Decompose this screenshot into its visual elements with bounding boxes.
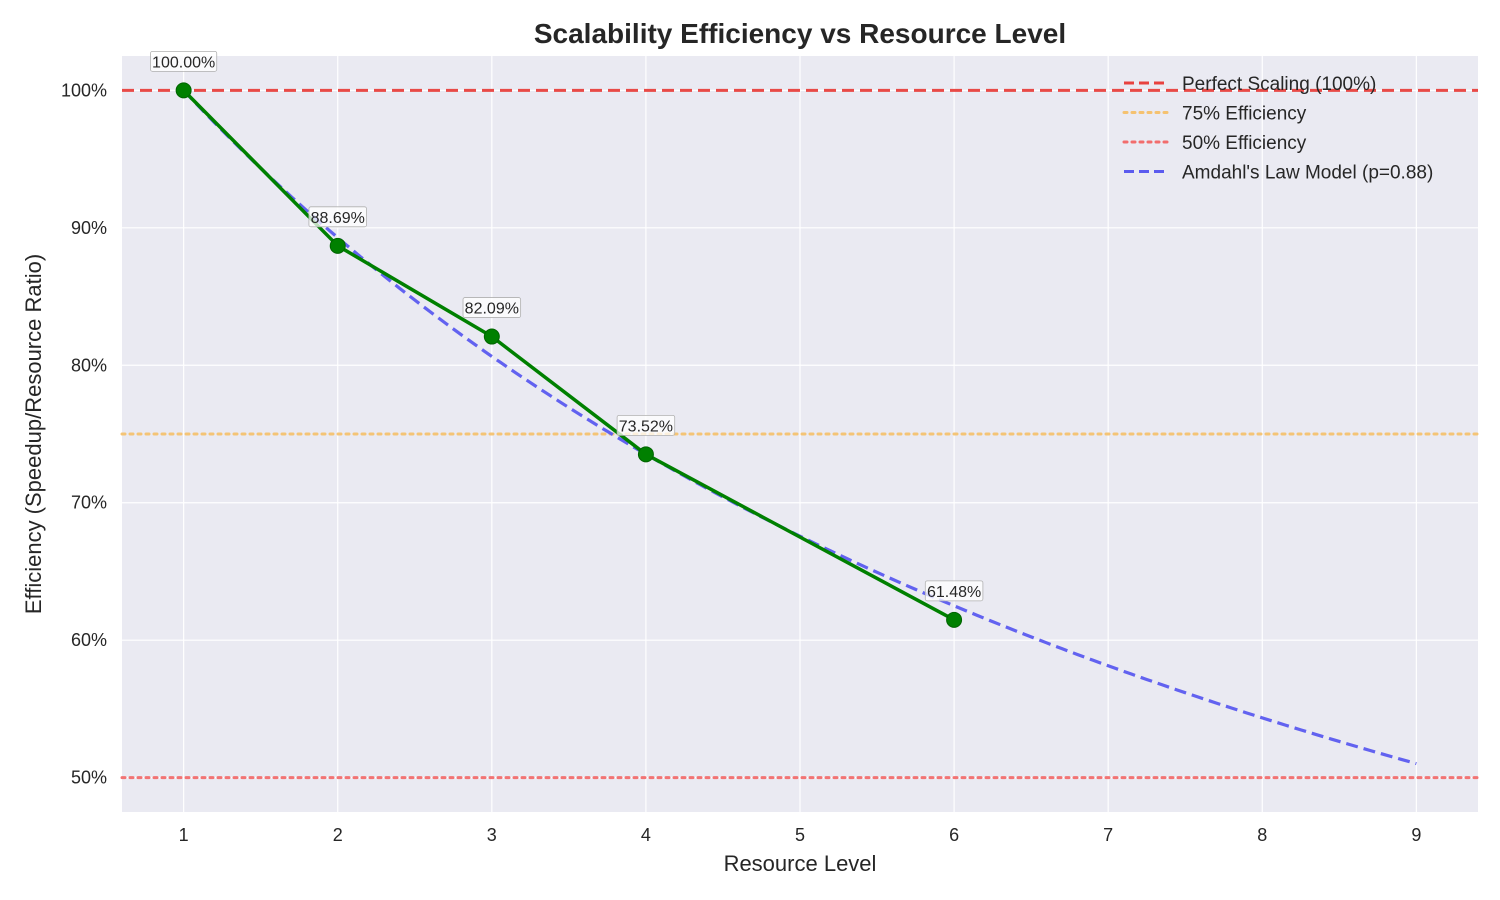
y-tick-label: 50%: [71, 768, 107, 788]
x-tick-label: 3: [487, 825, 497, 845]
x-tick-label: 7: [1103, 825, 1113, 845]
x-axis-ticks: 1 2 3 4 5 6 7 8 9: [179, 825, 1422, 845]
efficiency-series: [175, 82, 963, 628]
data-point: [637, 446, 654, 463]
data-labels: 100.00% 88.69% 82.09% 73.52% 61.48%: [150, 50, 984, 602]
y-tick-label: 70%: [71, 493, 107, 513]
x-tick-label: 8: [1257, 825, 1267, 845]
reference-lines: [120, 88, 1480, 780]
data-point: [946, 611, 963, 628]
data-point: [175, 82, 192, 99]
y-axis-ticks: 50% 60% 70% 80% 90% 100%: [61, 80, 107, 787]
y-tick-label: 90%: [71, 218, 107, 238]
data-label: 100.00%: [152, 54, 215, 71]
data-point: [483, 328, 500, 345]
x-tick-label: 2: [333, 825, 343, 845]
y-axis-label: Efficiency (Speedup/Resource Ratio): [21, 254, 46, 614]
legend-label: Amdahl's Law Model (p=0.88): [1182, 163, 1433, 184]
x-tick-label: 6: [949, 825, 959, 845]
legend: Perfect Scaling (100%) 75% Efficiency 50% …: [1122, 74, 1433, 184]
y-tick-label: 60%: [71, 630, 107, 650]
data-point: [329, 237, 346, 254]
data-label: 73.52%: [619, 418, 673, 435]
x-tick-label: 9: [1411, 825, 1421, 845]
data-label-box: [150, 50, 218, 72]
x-axis-label: Resource Level: [724, 851, 877, 876]
legend-label: 50% Efficiency: [1182, 133, 1307, 154]
data-label: 88.69%: [311, 210, 365, 227]
data-label-box: [308, 206, 367, 228]
legend-label: Perfect Scaling (100%): [1182, 74, 1376, 95]
legend-label: 75% Efficiency: [1182, 104, 1307, 125]
data-label-box: [462, 297, 522, 318]
y-tick-label: 100%: [61, 80, 107, 100]
data-label: 61.48%: [927, 584, 981, 601]
x-tick-label: 1: [179, 825, 189, 845]
x-tick-label: 5: [795, 825, 805, 845]
x-tick-label: 4: [641, 825, 651, 845]
data-label: 82.09%: [465, 301, 519, 318]
data-label-box: [924, 580, 984, 602]
data-label-box: [616, 414, 676, 436]
chart-title: Scalability Efficiency vs Resource Level: [534, 18, 1066, 49]
y-tick-label: 80%: [71, 355, 107, 375]
